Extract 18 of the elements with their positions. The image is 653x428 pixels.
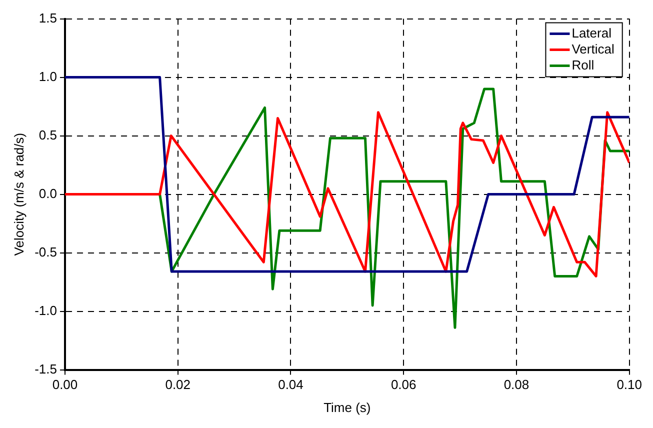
y-tick-label: -0.5 — [34, 244, 57, 260]
legend-label: Roll — [572, 57, 594, 72]
x-tick-label: 0.08 — [504, 377, 530, 392]
y-tick-label: 1.5 — [38, 10, 57, 26]
y-tick-label: 1.0 — [38, 68, 57, 84]
x-tick-label: 0.06 — [390, 377, 416, 392]
x-tick-label: 0.00 — [52, 377, 78, 392]
x-tick-label: 0.04 — [278, 377, 304, 392]
y-tick-label: -1.0 — [34, 302, 57, 318]
y-tick-label: 0.0 — [38, 186, 57, 201]
x-tick-label: 0.10 — [616, 377, 642, 392]
y-tick-label: -1.5 — [34, 361, 57, 376]
legend-label: Lateral — [572, 25, 612, 40]
legend-label: Vertical — [572, 41, 614, 56]
y-tick-label: 0.5 — [38, 127, 57, 142]
x-axis-title: Time (s) — [324, 400, 371, 415]
y-axis-title: Velocity (m/s & rad/s) — [11, 132, 26, 256]
x-tick-label: 0.02 — [165, 377, 191, 392]
